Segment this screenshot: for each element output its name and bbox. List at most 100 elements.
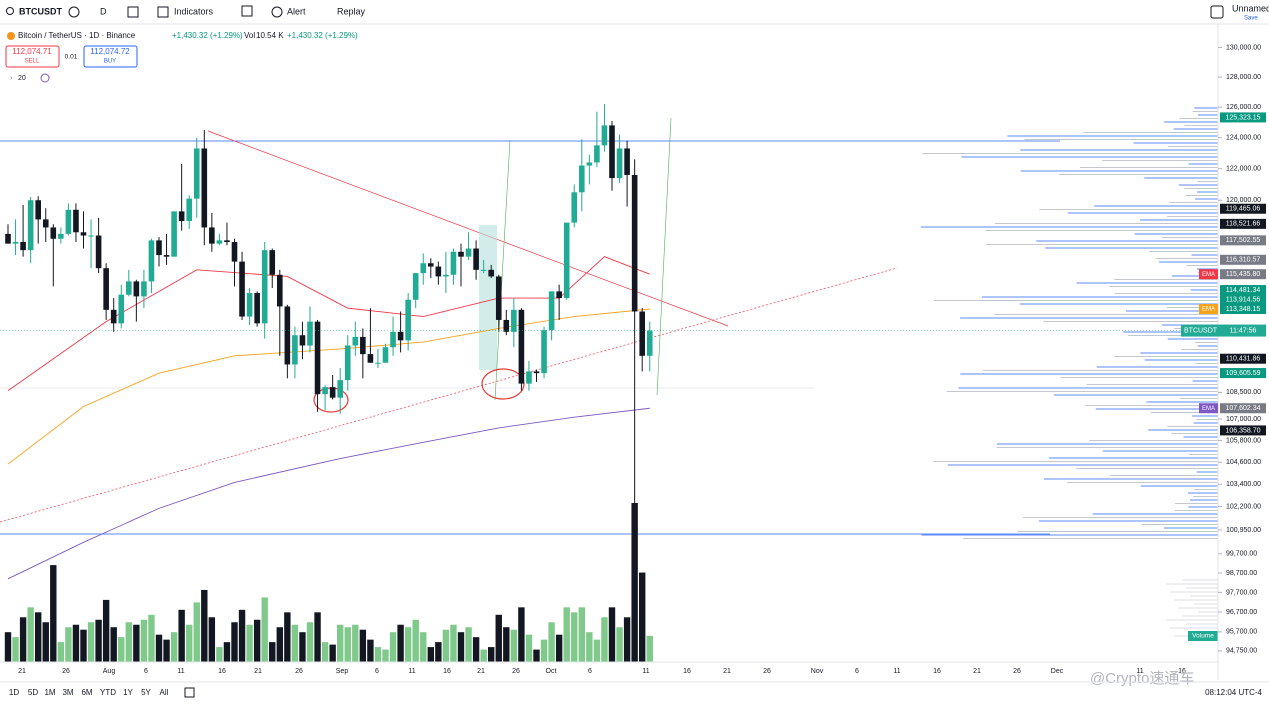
volume-bar (27, 607, 34, 662)
interval[interactable]: D (100, 6, 107, 16)
sell-price[interactable]: 112,074.71 (12, 47, 52, 56)
add-symbol[interactable] (68, 6, 80, 18)
candle-body (511, 309, 517, 332)
volume-bar (140, 619, 148, 662)
range-button[interactable]: 5D (28, 688, 38, 697)
range-button[interactable]: 1Y (123, 688, 133, 697)
volume-bar (639, 572, 646, 662)
volume-bar (208, 617, 216, 662)
ma-icon[interactable] (40, 73, 50, 83)
projection-arrow (494, 139, 511, 401)
volume-bar (472, 637, 480, 662)
layouts[interactable] (241, 5, 253, 17)
x-tick-label: Nov (811, 668, 824, 675)
price-tag (1220, 285, 1266, 296)
layout-icon[interactable] (1210, 5, 1224, 19)
candle-body (428, 263, 434, 267)
save[interactable]: Save (1244, 16, 1258, 22)
volume-bar (571, 612, 578, 662)
y-tick-label: 120,000.00 (1226, 197, 1261, 204)
ema-line (7, 256, 650, 392)
candle-body (337, 380, 343, 398)
x-tick-label: 26 (763, 668, 771, 675)
indicators[interactable]: Indicators (174, 6, 214, 16)
price-tag (1220, 269, 1266, 280)
candle-body (420, 263, 427, 274)
volume-bar (367, 639, 374, 662)
candle-body (110, 309, 117, 324)
volume-bar (540, 639, 548, 662)
alert-icon[interactable] (271, 6, 283, 18)
candle-body (224, 240, 230, 243)
quantity: 0.01 (65, 54, 78, 61)
volume-bar (427, 647, 434, 662)
volume-bar (42, 622, 49, 662)
candle-body (58, 233, 64, 239)
chart-type[interactable] (127, 6, 139, 18)
range-button[interactable]: 6M (81, 688, 92, 697)
volume-bar (80, 629, 87, 662)
volume-bar (404, 627, 412, 662)
x-tick-label: 21 (973, 668, 981, 675)
candle-body (148, 240, 155, 282)
range-button[interactable]: 3M (62, 688, 73, 697)
price-tag (1220, 304, 1266, 315)
candle-body (171, 211, 177, 257)
candle-body (526, 371, 532, 384)
range-button[interactable]: 5Y (141, 688, 151, 697)
volume-bar (102, 599, 110, 662)
symbol[interactable]: BTCUSDT (19, 6, 62, 16)
sell-button[interactable] (5, 45, 60, 68)
candle-body (156, 240, 162, 256)
price-tag-label: 125,323.15 (1225, 114, 1260, 121)
alert[interactable]: Alert (287, 6, 306, 16)
y-tick-label: 95,700.00 (1226, 629, 1257, 636)
volume-bar (291, 624, 299, 662)
volume-bar (518, 607, 525, 662)
buy-price[interactable]: 112,074.72 (90, 47, 130, 56)
search-icon[interactable] (6, 7, 14, 15)
y-tick-label: 97,700.00 (1226, 589, 1257, 596)
candle-body (548, 291, 555, 331)
candle-body (50, 227, 57, 239)
volume-bar (412, 619, 419, 662)
y-tick-label: 105,800.00 (1226, 437, 1261, 444)
sell-label[interactable]: SELL (25, 59, 40, 65)
x-tick-label: 6 (375, 668, 379, 675)
highlight-box (479, 225, 497, 370)
range-button[interactable]: YTD (100, 688, 116, 697)
buy-label[interactable]: BUY (104, 59, 116, 65)
replay[interactable]: Replay (337, 6, 366, 16)
price-tag (1220, 353, 1266, 364)
range-buttons: 1D 5D 1M 3M 6M YTD 1Y 5Y All (9, 687, 195, 698)
volume-bar (50, 565, 57, 662)
volume-bar (284, 612, 291, 662)
y-tick-label: 130,000.00 (1226, 44, 1261, 51)
date-range-icon[interactable] (184, 687, 195, 698)
candle-body (465, 248, 472, 257)
trend-line (0, 267, 898, 523)
legend-vol: Vol (244, 31, 255, 40)
candle-body (624, 148, 630, 175)
candle-body (344, 345, 351, 381)
buy-button[interactable] (83, 45, 138, 68)
candle-body (163, 255, 170, 257)
candle-body (405, 299, 411, 341)
x-tick-label: 16 (1178, 668, 1186, 675)
volume-bar (246, 624, 253, 662)
volume-bar (125, 622, 132, 662)
volume-bar (186, 624, 193, 662)
indicators-icon[interactable] (157, 6, 169, 18)
layout-name[interactable]: Unnamed (1232, 3, 1269, 13)
range-button[interactable]: All (160, 688, 169, 697)
price-tag (1220, 425, 1266, 436)
range-button[interactable]: 1M (44, 688, 55, 697)
x-tick-label: 11 (642, 668, 649, 675)
x-tick-label: 16 (443, 668, 451, 675)
last-price-tag (1181, 324, 1266, 337)
volume-bar (616, 627, 623, 662)
candle-body (80, 232, 87, 236)
range-button[interactable]: 1D (9, 688, 19, 697)
candle-body (375, 362, 381, 364)
